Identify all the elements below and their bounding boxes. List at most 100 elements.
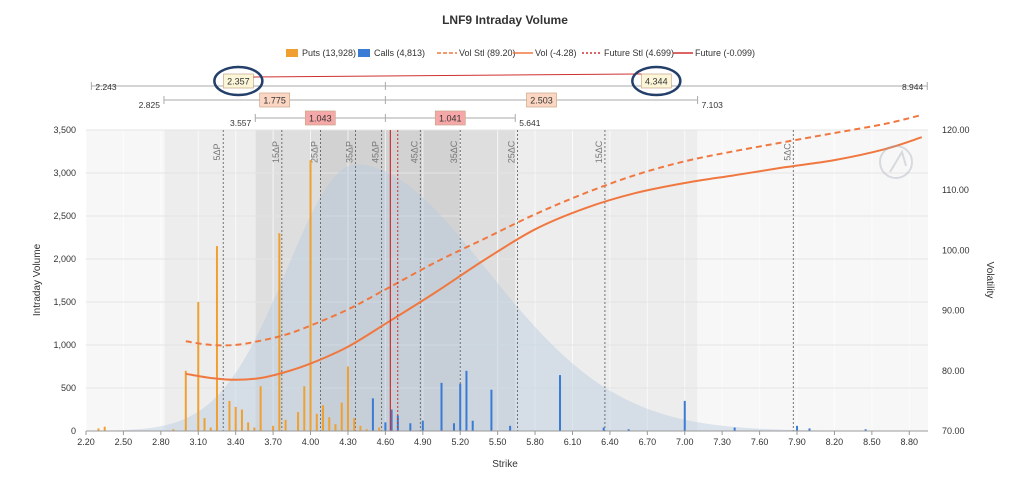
put-bar	[284, 419, 287, 431]
legend-item-label: Vol (-4.28)	[535, 48, 577, 58]
x-tick-label: 4.30	[339, 437, 357, 447]
plot-area: 5ΔP 15ΔP 25ΔP 35ΔP 45ΔP 45ΔC 35ΔC 25ΔC 15ΔC 5ΔC 2.…	[53, 113, 970, 447]
delta-label: 15ΔC	[594, 140, 604, 163]
y2-tick-label: 120.00	[942, 125, 970, 135]
y-tick-label: 2,500	[53, 211, 76, 221]
x-tick-label: 7.00	[676, 437, 694, 447]
delta-label: 25ΔC	[507, 140, 517, 163]
legend-item-label: Future (-0.099)	[695, 48, 755, 58]
legend-item-label: Puts (13,928)	[302, 48, 356, 58]
put-bar	[247, 422, 250, 431]
y-tick-label: 3,500	[53, 125, 76, 135]
legend-item-label: Vol Stl (89.20)	[459, 48, 516, 58]
y-axis-label: Intraday Volume	[32, 243, 43, 316]
legend-swatch	[286, 49, 298, 57]
legend-swatch	[358, 49, 370, 57]
y2-axis-label: Volatility	[984, 262, 995, 299]
put-bar	[234, 406, 237, 431]
put-bar	[184, 370, 187, 431]
y2-tick-label: 110.00	[942, 185, 969, 195]
legend: Puts (13,928) Calls (4,813) Vol Stl (89.20…	[286, 48, 755, 58]
y-tick-label: 2,000	[53, 254, 76, 264]
put-bar	[303, 386, 306, 431]
x-tick-label: 8.80	[901, 437, 919, 447]
call-bar	[440, 382, 443, 431]
put-bar	[203, 418, 206, 431]
call-bar	[384, 422, 387, 431]
x-tick-label: 2.80	[152, 437, 170, 447]
put-bar	[334, 424, 337, 431]
put-bar	[103, 426, 106, 431]
range-box-right	[640, 73, 672, 89]
call-bar	[864, 429, 867, 431]
put-bar	[346, 366, 349, 431]
delta-label: 25ΔP	[310, 141, 320, 163]
call-bar	[808, 428, 811, 431]
put-bar	[197, 302, 200, 431]
call-bar	[471, 420, 474, 431]
range-box-left	[304, 110, 336, 126]
put-bar	[322, 405, 325, 431]
x-tick-label: 4.90	[414, 437, 432, 447]
y2-tick-label: 70.00	[942, 426, 965, 436]
range-box-left-value: 1.043	[309, 114, 332, 124]
volume-density-area	[86, 164, 928, 431]
call-bar	[490, 389, 493, 431]
put-bar	[172, 429, 175, 431]
range-left-label: 2.243	[95, 82, 117, 92]
vol-line	[185, 136, 923, 381]
put-bar	[359, 425, 362, 431]
range-box-left	[259, 92, 291, 108]
call-bar	[796, 425, 799, 431]
call-bar	[459, 383, 462, 431]
delta-label: 45ΔP	[371, 141, 381, 163]
y2-tick-label: 90.00	[942, 306, 965, 316]
x-tick-label: 7.90	[788, 437, 806, 447]
call-bar	[733, 427, 736, 431]
range-box-left-value: 1.775	[263, 96, 286, 106]
x-tick-label: 6.40	[601, 437, 619, 447]
vol-stl-line	[185, 113, 923, 347]
call-bar	[421, 420, 424, 431]
y2-tick-label: 80.00	[942, 366, 965, 376]
watermark-logo	[879, 145, 913, 179]
put-bar	[240, 409, 243, 431]
highlight-circle	[213, 65, 264, 97]
x-tick-label: 4.00	[302, 437, 320, 447]
range-left-label: 3.557	[230, 118, 252, 128]
delta-label: 35ΔP	[344, 141, 354, 163]
x-tick-label: 8.20	[826, 437, 844, 447]
x-tick-label: 5.20	[451, 437, 469, 447]
put-bar	[209, 427, 212, 431]
call-bar	[465, 370, 468, 431]
put-bar	[272, 425, 275, 431]
put-bar	[97, 428, 100, 431]
delta-label: 15ΔP	[271, 141, 281, 163]
x-tick-label: 4.60	[377, 437, 395, 447]
x-tick-label: 6.10	[564, 437, 582, 447]
call-bar	[683, 400, 686, 431]
put-bar	[365, 429, 368, 431]
y2-tick-label: 100.00	[942, 245, 970, 255]
call-bar	[371, 398, 374, 431]
call-bar	[409, 423, 412, 431]
put-bar	[353, 418, 356, 431]
x-tick-label: 7.30	[713, 437, 731, 447]
put-bar	[228, 400, 231, 431]
x-tick-label: 8.50	[863, 437, 881, 447]
range-box-right-value: 1.041	[439, 114, 462, 124]
y-tick-label: 1,000	[53, 340, 76, 350]
range-left-label: 2.825	[139, 100, 161, 110]
put-bar	[215, 246, 218, 431]
delta-label: 45ΔC	[409, 140, 419, 163]
call-bar	[627, 429, 630, 431]
x-tick-label: 3.10	[190, 437, 208, 447]
range-annotations: 2.243 8.944 2.357 4.344 2.825 7.103 1.775 2.503…	[90, 65, 928, 128]
call-bar	[602, 427, 605, 431]
x-tick-label: 3.70	[264, 437, 282, 447]
y-tick-label: 3,000	[53, 168, 76, 178]
range-right-label: 8.944	[902, 82, 924, 92]
range-box-right	[434, 110, 466, 126]
legend-item-label: Future Stl (4.699)	[604, 48, 674, 58]
